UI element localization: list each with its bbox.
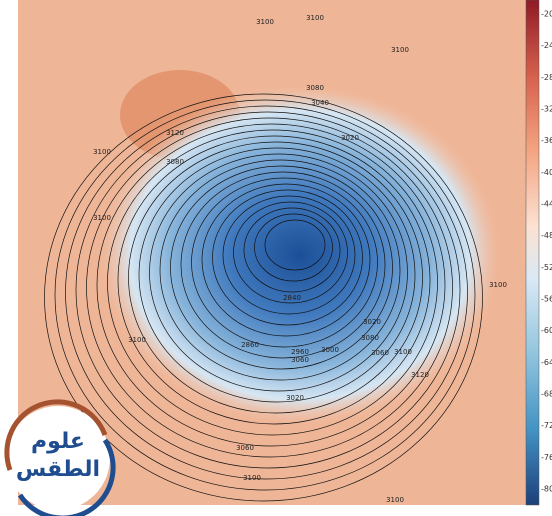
- contour-label: 3100: [93, 148, 111, 156]
- contour-line: [86, 117, 453, 458]
- contour-line: [180, 171, 386, 359]
- contour-label: 3100: [394, 348, 412, 356]
- logo-ring: [17, 438, 116, 516]
- colorbar-label: -40: [541, 168, 552, 177]
- contour-label: 3020: [363, 318, 381, 326]
- logo: علوم الطقس: [4, 399, 116, 516]
- contour-label: 3120: [166, 129, 184, 137]
- contour-line: [75, 111, 461, 469]
- contour-label: 3000: [321, 346, 339, 354]
- contours: [44, 93, 483, 502]
- colorbar-label: -44: [541, 200, 552, 209]
- contour-label: 3100: [306, 14, 324, 22]
- contour-line: [201, 183, 371, 337]
- contour-line: [138, 147, 416, 403]
- contour-line: [107, 129, 438, 436]
- contour-line: [54, 99, 476, 491]
- contour-label: 3040: [311, 99, 329, 107]
- contour-labels: 3100 3100 3100 3100 3100 3100 3100 3100 3100 3100…: [93, 14, 507, 504]
- colorbar-label: -56: [541, 295, 552, 304]
- colorbar-label: -68: [541, 390, 552, 399]
- contour-label: 3080: [361, 334, 379, 342]
- colorbar: [525, 0, 540, 506]
- contour-label: 3060: [371, 349, 389, 357]
- logo-text: علوم: [31, 429, 85, 454]
- contour-line: [117, 135, 431, 425]
- contour-label: 3100: [489, 281, 507, 289]
- colorbar-label: -48: [541, 231, 552, 240]
- colorbar-label: -36: [541, 136, 552, 145]
- contour-label: 3120: [411, 371, 429, 379]
- colorbar-label: -60: [541, 326, 552, 335]
- contour-line: [222, 195, 356, 315]
- contour-label: 3060: [236, 444, 254, 452]
- colorbar-label: -20: [541, 10, 552, 19]
- colorbar-label: -24: [541, 41, 552, 50]
- contour-label: 3020: [286, 394, 304, 402]
- logo-text: الطقس: [16, 457, 100, 482]
- contour-label: 3100: [391, 46, 409, 54]
- logo-disc: [6, 406, 110, 510]
- contour-line: [149, 153, 408, 392]
- colorbar-label: -72: [541, 421, 552, 430]
- colorbar-label: -76: [541, 453, 552, 462]
- contour-label: 3100: [93, 214, 111, 222]
- contour-label: 2860: [241, 341, 259, 349]
- contour-label: 3080: [306, 84, 324, 92]
- contour-line: [159, 159, 401, 381]
- contour-label: 3080: [166, 158, 184, 166]
- contour-line: [212, 189, 363, 326]
- contour-line: [264, 219, 326, 271]
- contour-line: [254, 213, 333, 282]
- colorbar-label: -64: [541, 358, 552, 367]
- cold-anomaly: [100, 85, 500, 425]
- colorbar-label: -28: [541, 73, 552, 82]
- contour-line: [233, 201, 348, 304]
- contour-label: 3020: [341, 134, 359, 142]
- contour-line: [243, 207, 341, 293]
- colorbar-label: -32: [541, 105, 552, 114]
- contour-line: [96, 123, 446, 447]
- contour-line: [44, 93, 483, 502]
- logo-ring: [4, 399, 108, 471]
- contour-label: 3060: [291, 356, 309, 364]
- contour-label: 3100: [256, 18, 274, 26]
- colorbar-label: -80: [541, 485, 552, 494]
- contour-label: 2960: [291, 348, 309, 356]
- colorbar-labels: -20 -24 -28 -32 -36 -40 -44 -48 -52 -56 -60 -64 -68 -…: [541, 10, 552, 494]
- contour-label: 3100: [243, 474, 261, 482]
- contour-label: 3100: [128, 336, 146, 344]
- contour-line: [65, 105, 468, 480]
- contour-line: [128, 141, 423, 414]
- contour-label: 2840: [283, 294, 301, 302]
- colorbar-label: -52: [541, 263, 552, 272]
- contour-line: [170, 165, 393, 370]
- contour-line: [191, 177, 378, 348]
- contour-label: 3100: [386, 496, 404, 504]
